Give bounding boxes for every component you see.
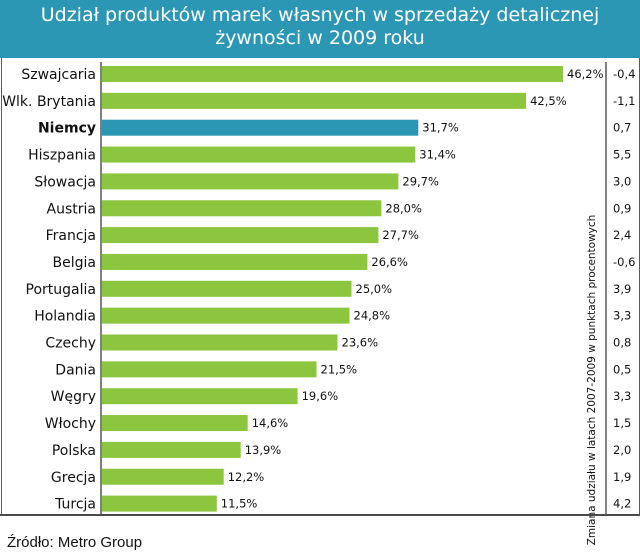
change-value: 3,9 <box>613 282 631 296</box>
value-label: 24,8% <box>354 309 391 323</box>
value-label: 21,5% <box>321 362 358 376</box>
change-value: -0,6 <box>613 255 635 269</box>
category-label: Czechy <box>45 336 96 352</box>
category-label: Słowacja <box>34 174 96 190</box>
bar <box>102 227 379 244</box>
category-label: Belgia <box>53 255 96 271</box>
value-label: 25,0% <box>356 282 393 296</box>
change-column-label: Zmiana udziału w latach 2007-2009 w punk… <box>586 215 598 546</box>
category-label: Francja <box>46 228 96 244</box>
change-value: 1,5 <box>613 416 631 430</box>
category-label: Dania <box>55 362 96 378</box>
value-label: 12,2% <box>228 470 265 484</box>
value-label: 46,2% <box>567 67 604 81</box>
value-label: 11,5% <box>221 497 258 511</box>
category-label: Hiszpania <box>28 148 96 164</box>
value-label: 31,4% <box>419 148 456 162</box>
category-label: Węgry <box>51 389 96 405</box>
bar <box>102 200 382 217</box>
change-value: 2,4 <box>613 228 631 242</box>
change-value: 0,8 <box>613 336 631 350</box>
bar <box>102 280 352 297</box>
change-value: -0,4 <box>613 67 635 81</box>
change-value: 4,2 <box>613 497 631 511</box>
frame-bottom-border <box>0 514 640 516</box>
category-label: Niemcy <box>38 121 96 137</box>
value-label: 29,7% <box>402 174 439 188</box>
bar <box>102 146 416 163</box>
value-label: 26,6% <box>371 255 408 269</box>
change-value: 0,9 <box>613 201 631 215</box>
bar <box>102 495 217 512</box>
change-value: 0,5 <box>613 362 631 376</box>
bar <box>102 119 419 136</box>
bar <box>102 441 241 458</box>
change-value: 5,5 <box>613 148 631 162</box>
title-line-2: żywności w 2009 roku <box>215 27 425 49</box>
category-label: Holandia <box>34 309 96 325</box>
change-value: -1,1 <box>613 94 635 108</box>
value-label: 13,9% <box>245 443 282 457</box>
value-label: 27,7% <box>382 228 419 242</box>
value-label: 31,7% <box>422 121 459 135</box>
bar <box>102 361 317 378</box>
value-label: 42,5% <box>530 94 567 108</box>
category-label: Grecja <box>51 470 96 486</box>
change-value: 3,0 <box>613 174 631 188</box>
value-label: 28,0% <box>385 201 422 215</box>
value-label: 14,6% <box>252 416 289 430</box>
title-line-1: Udział produktów marek własnych w sprzed… <box>40 4 600 26</box>
bar <box>102 468 224 485</box>
bar <box>102 334 338 351</box>
change-value: 1,9 <box>613 470 631 484</box>
bar <box>102 388 298 405</box>
change-value: 0,7 <box>613 121 631 135</box>
bar <box>102 415 248 432</box>
bar <box>102 173 399 190</box>
category-label: Polska <box>52 443 96 459</box>
change-value: 3,3 <box>613 309 631 323</box>
bar <box>102 307 350 324</box>
value-label: 23,6% <box>342 336 379 350</box>
bar <box>102 92 527 109</box>
category-label: Wlk. Brytania <box>2 94 96 110</box>
header-band <box>0 0 640 58</box>
value-label: 19,6% <box>302 389 339 403</box>
category-label: Szwajcaria <box>21 67 96 83</box>
category-label: Włochy <box>45 416 96 432</box>
bar <box>102 66 563 82</box>
category-label: Portugalia <box>26 282 96 298</box>
bar <box>102 253 368 270</box>
source-note: Źródło: Metro Group <box>7 534 143 551</box>
change-value: 3,3 <box>613 389 631 403</box>
change-value: 2,0 <box>613 443 631 457</box>
chart-title: Udział produktów marek własnych w sprzed… <box>0 4 640 50</box>
category-label: Turcja <box>54 497 96 513</box>
category-label: Austria <box>47 201 96 217</box>
